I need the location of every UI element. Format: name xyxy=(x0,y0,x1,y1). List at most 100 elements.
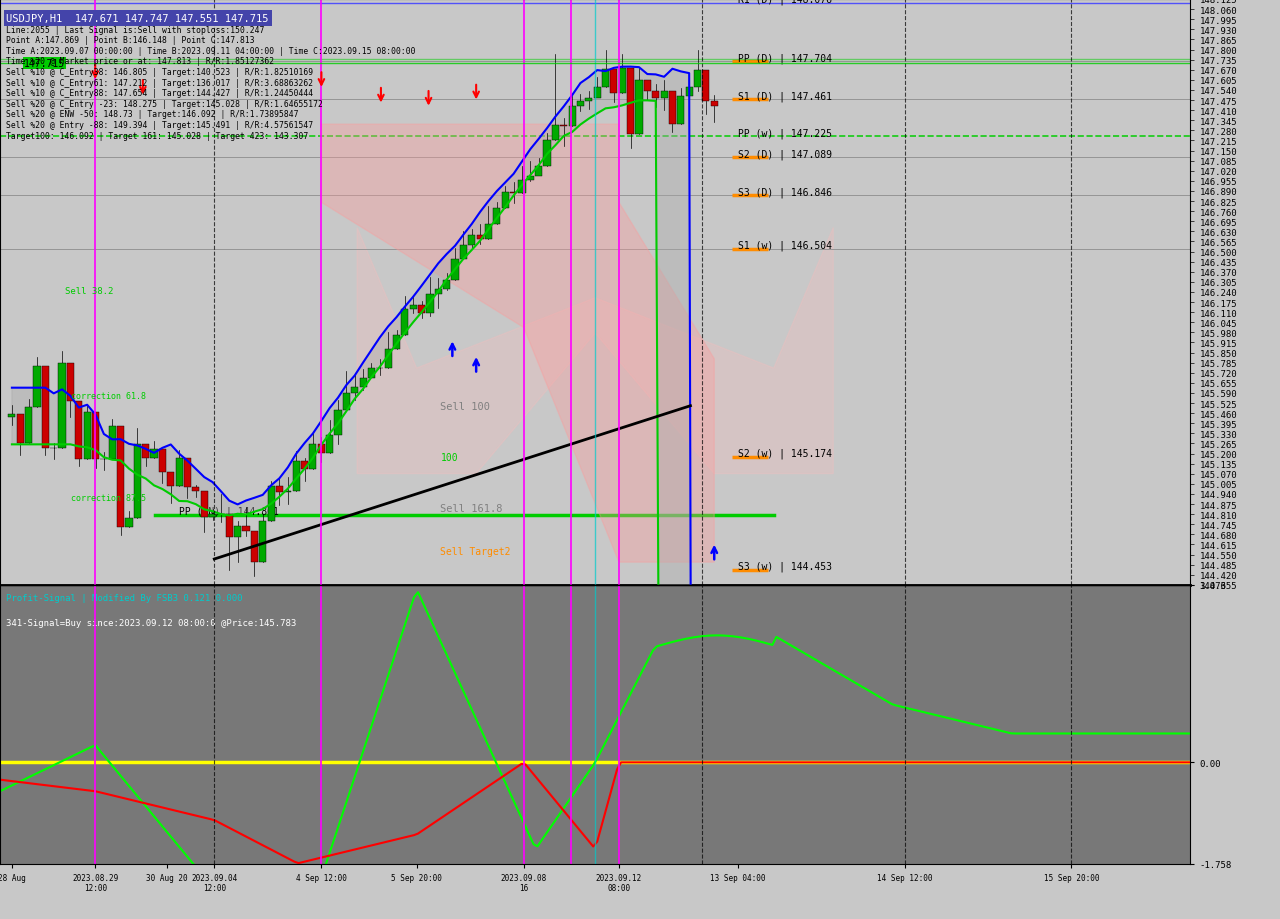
Bar xyxy=(334,410,342,436)
Bar xyxy=(419,305,425,313)
Text: PP (D) | 147.704: PP (D) | 147.704 xyxy=(739,53,832,63)
Bar xyxy=(552,126,559,141)
Text: Sell Target2: Sell Target2 xyxy=(440,547,511,557)
Bar xyxy=(703,71,709,102)
Text: Sell 38.2: Sell 38.2 xyxy=(65,287,114,296)
Bar xyxy=(568,108,576,127)
Bar xyxy=(393,335,401,350)
Bar xyxy=(627,69,634,135)
Bar xyxy=(577,102,584,108)
Bar xyxy=(686,88,692,97)
Bar xyxy=(544,141,550,167)
Bar xyxy=(351,388,358,393)
Bar xyxy=(209,515,216,517)
Bar xyxy=(518,181,526,194)
Bar xyxy=(67,364,74,402)
Bar xyxy=(502,193,508,209)
Text: Line:2055 | Last Signal is:Sell with stoploss:150.247: Line:2055 | Last Signal is:Sell with sto… xyxy=(6,26,265,35)
Bar xyxy=(259,521,266,562)
Bar xyxy=(317,445,325,453)
Bar xyxy=(402,310,408,335)
Bar xyxy=(660,92,668,98)
Bar xyxy=(116,426,124,528)
Bar xyxy=(17,414,24,444)
Bar xyxy=(9,414,15,417)
Bar xyxy=(234,527,241,538)
Bar xyxy=(618,69,626,95)
Text: S1 (w) | 146.504: S1 (w) | 146.504 xyxy=(739,241,832,251)
Bar xyxy=(669,92,676,125)
Text: Time A:2023.09.07 00:00:00 | Time B:2023.09.11 04:00:00 | Time C:2023.09.15 08:0: Time A:2023.09.07 00:00:00 | Time B:2023… xyxy=(6,47,416,56)
Text: Sell 161.8: Sell 161.8 xyxy=(440,503,503,513)
Bar xyxy=(460,246,467,260)
Text: PP (w) | 147.225: PP (w) | 147.225 xyxy=(739,128,832,139)
Text: 341-Signal=Buy since:2023.09.12 08:00:0 @Price:145.783: 341-Signal=Buy since:2023.09.12 08:00:0 … xyxy=(6,618,296,628)
Text: Point A:147.869 | Point B:146.148 | Point C:147.813: Point A:147.869 | Point B:146.148 | Poin… xyxy=(6,36,255,45)
Bar xyxy=(192,487,200,492)
Bar xyxy=(159,449,166,472)
Bar xyxy=(635,81,643,135)
Text: Sell %20 @ C_Entry -23: 148.275 | Target:145.028 | R/R:1.64655172: Sell %20 @ C_Entry -23: 148.275 | Target… xyxy=(6,100,324,108)
Bar xyxy=(201,492,207,517)
Bar xyxy=(293,462,300,491)
Bar xyxy=(83,412,91,460)
Text: S2 (D) | 147.089: S2 (D) | 147.089 xyxy=(739,149,832,160)
Polygon shape xyxy=(321,125,714,562)
Text: 100: 100 xyxy=(440,453,458,463)
Bar xyxy=(426,294,434,313)
Bar xyxy=(694,71,701,88)
Bar xyxy=(343,393,349,410)
Text: Time %20 @ Market price or at: 147.813 | R/R:1.85127362: Time %20 @ Market price or at: 147.813 |… xyxy=(6,57,274,66)
Bar xyxy=(109,426,115,460)
Bar xyxy=(468,236,475,246)
Bar xyxy=(644,81,652,93)
Bar xyxy=(284,491,292,493)
Bar xyxy=(175,459,183,486)
Bar xyxy=(535,167,543,177)
Bar xyxy=(443,281,451,289)
Bar xyxy=(710,102,718,107)
Bar xyxy=(493,209,500,224)
Bar xyxy=(142,445,150,458)
Bar xyxy=(268,487,275,521)
Bar xyxy=(125,518,133,528)
Bar xyxy=(168,472,174,486)
Bar xyxy=(59,364,65,448)
Polygon shape xyxy=(357,228,833,474)
Bar xyxy=(151,449,157,458)
Text: R1 (D) | 148.076: R1 (D) | 148.076 xyxy=(739,0,832,6)
Bar xyxy=(585,99,593,102)
Bar xyxy=(92,412,99,460)
Text: S1 (D) | 147.461: S1 (D) | 147.461 xyxy=(739,91,832,102)
Bar xyxy=(33,366,41,407)
Bar xyxy=(367,369,375,379)
Bar xyxy=(452,260,458,281)
Bar xyxy=(76,402,82,460)
Bar xyxy=(276,487,283,493)
Bar xyxy=(652,93,659,98)
Bar xyxy=(527,177,534,181)
Bar xyxy=(485,224,492,239)
Bar xyxy=(225,515,233,538)
Text: Target100: 146.092 | Target 161: 145.028 | Target 423: 143.307: Target100: 146.092 | Target 161: 145.028… xyxy=(6,131,308,141)
Bar xyxy=(594,88,600,99)
Bar xyxy=(310,445,316,470)
Bar xyxy=(360,379,366,388)
Text: USDJPY,H1  147.671 147.747 147.551 147.715: USDJPY,H1 147.671 147.747 147.551 147.71… xyxy=(6,14,269,24)
Bar xyxy=(42,366,49,448)
Text: Sell %10 @ C_Entry61: 147.212 | Target:136.017 | R/R:3.68863262: Sell %10 @ C_Entry61: 147.212 | Target:1… xyxy=(6,78,314,87)
Bar xyxy=(677,97,685,125)
Text: S2 (w) | 145.174: S2 (w) | 145.174 xyxy=(739,448,832,459)
Bar xyxy=(384,350,392,369)
Text: Sell %20 @ ENW -50: 148.73 | Target:146.092 | R/R:1.73895847: Sell %20 @ ENW -50: 148.73 | Target:146.… xyxy=(6,110,300,119)
Text: PP (MN) | 144.801: PP (MN) | 144.801 xyxy=(179,506,279,516)
Bar xyxy=(251,531,259,562)
Text: Sell 100: Sell 100 xyxy=(440,402,490,412)
Bar xyxy=(435,289,442,294)
Bar xyxy=(242,527,250,531)
Text: Sell %10 @ C_Entry38: 146.805 | Target:140.523 | R/R:1.82510169: Sell %10 @ C_Entry38: 146.805 | Target:1… xyxy=(6,68,314,77)
Bar xyxy=(476,236,484,239)
Bar xyxy=(410,305,417,310)
Bar xyxy=(133,445,141,518)
Bar xyxy=(26,407,32,444)
